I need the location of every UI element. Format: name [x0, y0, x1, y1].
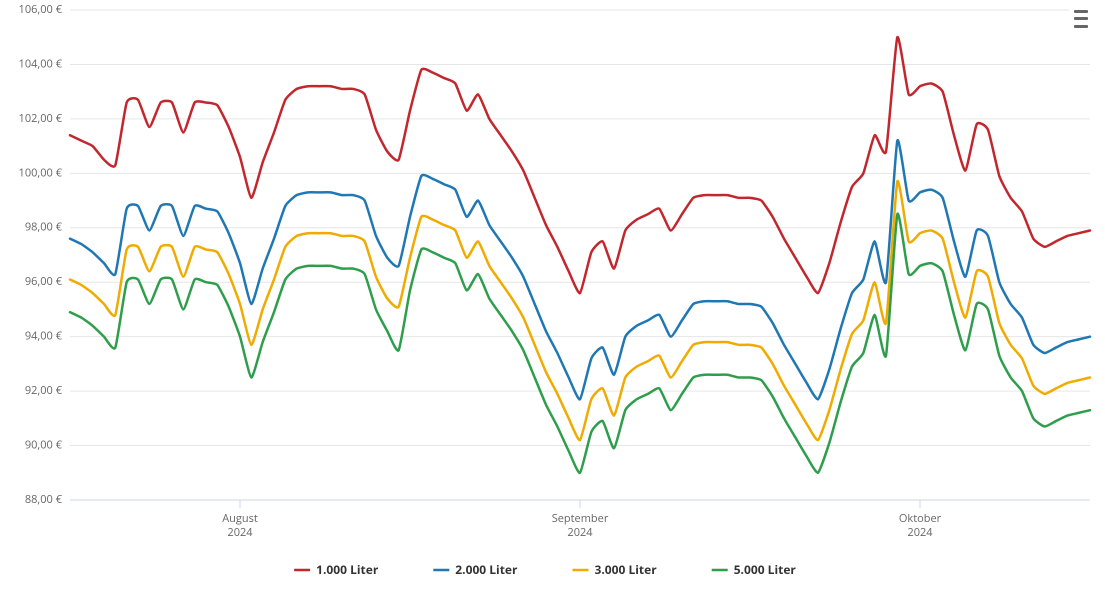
x-axis-label-year: 2024	[567, 525, 593, 540]
x-axis-label-year: 2024	[227, 525, 253, 540]
y-axis-label: 90,00 €	[25, 437, 63, 452]
legend-label[interactable]: 5.000 Liter	[734, 561, 797, 578]
y-axis-label: 94,00 €	[25, 329, 63, 344]
chart-menu-button[interactable]	[1069, 8, 1093, 30]
legend-label[interactable]: 2.000 Liter	[455, 561, 518, 578]
series-line-1[interactable]	[70, 140, 1090, 399]
legend-label[interactable]: 1.000 Liter	[316, 561, 379, 578]
x-axis-label-year: 2024	[907, 525, 933, 540]
chart-container: 88,00 € 90,00 € 92,00 € 94,00 € 96,00 € 98,00…	[0, 0, 1105, 602]
x-axis-label-month: September	[552, 511, 609, 526]
series-line-0[interactable]	[70, 37, 1090, 293]
y-axis-label: 88,00 €	[25, 492, 63, 507]
line-chart: 88,00 € 90,00 € 92,00 € 94,00 € 96,00 € 98,00…	[0, 0, 1105, 602]
y-axis-label: 92,00 €	[25, 383, 63, 398]
legend-label[interactable]: 3.000 Liter	[595, 561, 658, 578]
y-axis-label: 100,00 €	[19, 165, 63, 180]
y-axis-label: 106,00 €	[19, 2, 63, 17]
y-axis-label: 96,00 €	[25, 274, 63, 289]
x-axis-label-month: August	[222, 511, 258, 526]
series-line-3[interactable]	[70, 214, 1090, 473]
y-axis-label: 102,00 €	[19, 111, 63, 126]
x-axis-label-month: Oktober	[899, 511, 942, 526]
y-axis-label: 104,00 €	[19, 56, 63, 71]
y-axis-label: 98,00 €	[25, 220, 63, 235]
